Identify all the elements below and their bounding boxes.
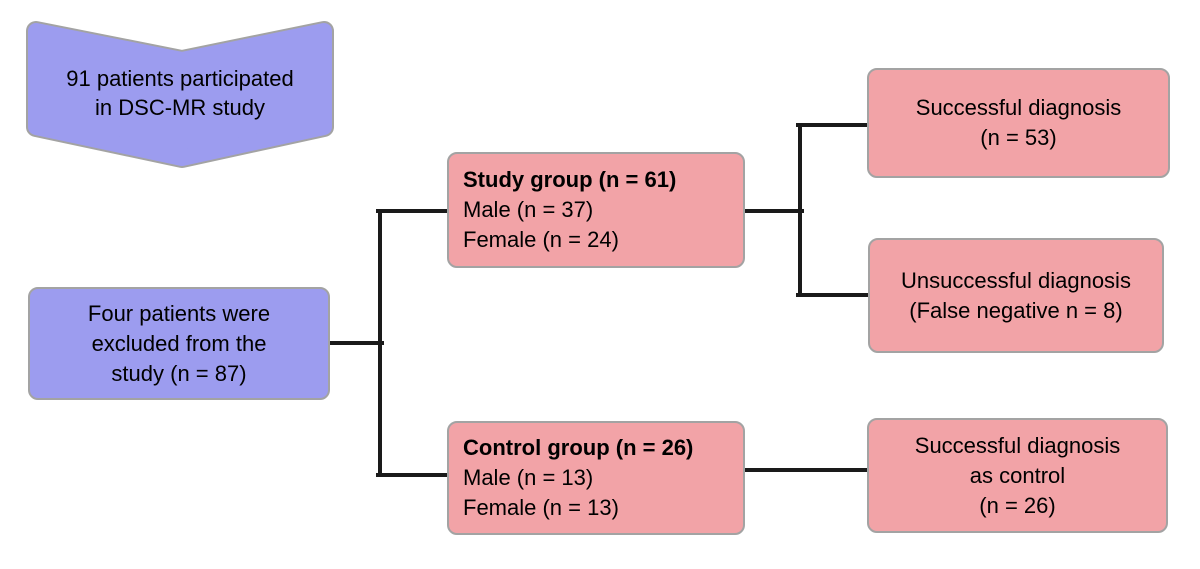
study-group-box: Study group (n = 61) Male (n = 37) Femal…	[447, 152, 745, 268]
participants-text-line: in DSC-MR study	[95, 95, 265, 120]
control-group-male-line: Male (n = 13)	[463, 465, 594, 490]
unsuccessful-text-line: Unsuccessful diagnosis	[901, 267, 1131, 293]
unsuccessful-diagnosis-box: Unsuccessful diagnosis (False negative n…	[868, 238, 1164, 353]
successful-control-text-line: as control	[969, 462, 1066, 488]
study-group-female-line: Female (n = 24)	[463, 227, 619, 252]
successful-control-text-line: (n = 26)	[979, 492, 1056, 518]
control-group-female-line: Female (n = 13)	[463, 495, 619, 520]
excluded-text-line: excluded from the	[91, 330, 267, 356]
control-group-box: Control group (n = 26) Male (n = 13) Fem…	[447, 421, 745, 535]
successful-control-text-line: Successful diagnosis	[914, 432, 1121, 458]
successful-text-line: (n = 53)	[980, 125, 1057, 150]
excluded-patients-box: Four patients were excluded from the stu…	[28, 287, 330, 400]
control-group-title: Control group (n = 26)	[463, 435, 694, 460]
participants-text-line: 91 patients participated	[66, 66, 294, 91]
chevron-banner-shape	[28, 23, 332, 166]
successful-text-line: Successful diagnosis	[915, 95, 1122, 120]
study-group-title: Study group (n = 61)	[463, 167, 677, 192]
excluded-text-line: study (n = 87)	[111, 360, 247, 386]
participants-banner: 91 patients participated in DSC-MR study	[28, 23, 332, 163]
excluded-text-line: Four patients were	[87, 300, 271, 326]
unsuccessful-text-line: (False negative n = 8)	[909, 297, 1123, 323]
successful-control-box: Successful diagnosis as control (n = 26)	[867, 418, 1168, 533]
successful-diagnosis-box: Successful diagnosis (n = 53)	[867, 68, 1170, 178]
study-group-male-line: Male (n = 37)	[463, 197, 594, 222]
